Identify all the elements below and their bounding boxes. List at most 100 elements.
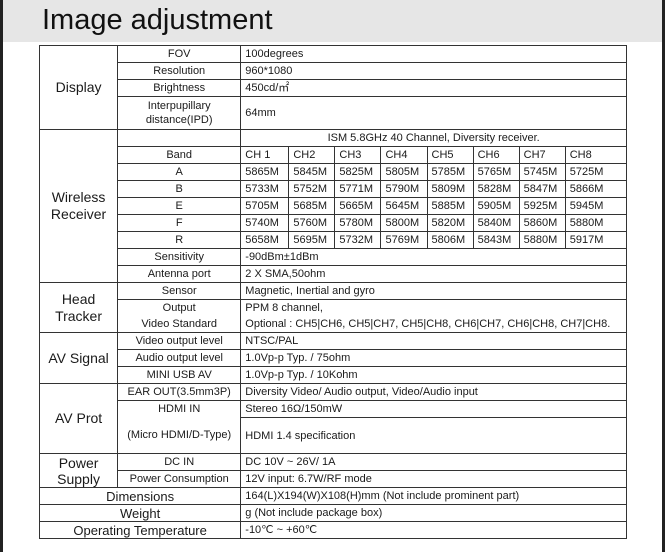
spec-label: Power Consumption [117,470,242,488]
band-name: R [117,231,242,249]
frequency-cell: 5752M [288,180,336,198]
frequency-cell: 5917M [564,231,628,249]
table-row: Weight g (Not include package box) [38,504,627,522]
frequency-cell: 5658M [240,231,290,249]
frequency-cell: 5733M [240,180,290,198]
spec-label: EAR OUT(3.5mm3P) [117,383,242,401]
spec-label: Resolution [117,62,242,80]
frequency-cell: 5685M [288,197,336,215]
table-row: B 5733M 5752M 5771M 5790M 5809M 5828M 5847M 5866… [40,180,628,198]
spec-label: Sensor [117,282,242,300]
spec-label: (Micro HDMI/D-Type) [117,417,242,454]
table-row: Output PPM 8 channel, [40,299,627,316]
frequency-cell: 5840M [472,214,520,232]
frequency-cell: 5771M [334,180,382,198]
table-row: (Micro HDMI/D-Type) HDMI 1.4 specificatio… [40,417,627,454]
output-label: Output [117,299,242,316]
spec-value: -90dBm±1dBm [240,248,627,266]
video-standard-label: Video Standard [117,316,242,333]
frequency-cell: 5885M [426,197,474,215]
optional-value: Optional : CH5|CH6, CH5|CH7, CH5|CH8, CH… [240,316,627,333]
channel-header: CH3 [334,146,382,164]
frequency-cell: 5760M [288,214,336,232]
frequency-cell: 5790M [380,180,428,198]
spec-label: MINI USB AV [117,366,242,384]
frequency-cell: 5843M [472,231,520,249]
weight-label: Weight [38,504,242,522]
operating-temperature-label: Operating Temperature [38,521,242,539]
table-row: R 5658M 5695M 5732M 5769M 5806M 5843M 5880M 5917… [40,231,628,249]
channel-header: CH2 [288,146,336,164]
section-header: Image adjustment [3,0,662,42]
spec-value: 960*1080 [240,62,627,80]
frequency-cell: 5705M [240,197,290,215]
category-av-signal: AV Signal [38,332,119,384]
table-row: Head Tracker Sensor Magnetic, Inertial and… [38,282,627,333]
frequency-cell: 5732M [334,231,382,249]
spec-value: Magnetic, Inertial and gyro [240,282,627,300]
frequency-cell: 5845M [288,163,336,181]
spec-value: 64mm [240,96,627,130]
table-row: A 5865M 5845M 5825M 5805M 5785M 5765M 5745M 5725… [40,163,628,181]
spec-label: HDMI IN [117,400,242,418]
output-value: PPM 8 channel, [240,299,627,316]
frequency-cell: 5769M [380,231,428,249]
spec-value: 2 X SMA,50ohm [240,265,627,283]
wireless-summary: ISM 5.8GHz 40 Channel, Diversity receive… [240,129,627,147]
category-av-port: AV Prot [38,383,119,454]
table-row: Band CH 1 CH2 CH3 CH4 CH5 CH6 CH7 CH8 [40,146,628,164]
frequency-cell: 5745M [518,163,566,181]
spec-value: NTSC/PAL [240,332,627,350]
frequency-cell: 5665M [334,197,382,215]
table-row: E 5705M 5685M 5665M 5645M 5885M 5905M 5925M 5945… [40,197,628,215]
spec-label: Video output level [117,332,242,350]
weight-value: g (Not include package box) [240,504,627,522]
table-row: Brightness 450cd/㎡ [40,79,627,97]
spec-label: Audio output level [117,349,242,367]
table-row: Sensitivity -90dBm±1dBm [40,248,627,266]
category-power-supply: Power Supply [38,453,119,488]
frequency-cell: 5828M [472,180,520,198]
table-row: Display FOV 100degrees [38,45,627,130]
spec-table: Display FOV 100degrees Resolution 960*1080 Br… [38,45,628,539]
frequency-cell: 5905M [472,197,520,215]
table-row: Power Consumption 12V input: 6.7W/RF mode [40,470,627,488]
spec-value: 12V input: 6.7W/RF mode [240,470,627,488]
spec-label: Interpupillary distance(IPD) [117,96,242,130]
spec-value: Diversity Video/ Audio output, Video/Aud… [240,383,627,401]
frequency-cell: 5785M [426,163,474,181]
spec-label: Antenna port [117,265,242,283]
channel-header: CH4 [380,146,428,164]
frequency-cell: 5725M [564,163,628,181]
frequency-cell: 5880M [518,231,566,249]
frequency-cell: 5865M [240,163,290,181]
table-row: Dimensions 164(L)X194(W)X108(H)mm (Not in… [38,487,627,505]
frequency-cell: 5880M [564,214,628,232]
category-display: Display [38,45,119,130]
frequency-cell: 5860M [518,214,566,232]
frequency-cell: 5805M [380,163,428,181]
band-name: E [117,197,242,215]
frequency-cell: 5866M [564,180,628,198]
band-name: F [117,214,242,232]
spec-label: Sensitivity [117,248,242,266]
band-name: B [117,180,242,198]
category-head-tracker: Head Tracker [38,282,119,333]
category-wireless: Wireless Receiver [38,129,119,283]
channel-header: CH 1 [240,146,290,164]
spec-value: 1.0Vp-p Typ. / 75ohm [240,349,627,367]
spec-label: DC IN [117,453,242,471]
spec-value: 1.0Vp-p Typ. / 10Kohm [240,366,627,384]
frame-right-border [662,0,665,552]
section-title: Image adjustment [42,4,273,36]
frequency-cell: 5809M [426,180,474,198]
channel-header: CH5 [426,146,474,164]
spec-label: Brightness [117,79,242,97]
table-row: Operating Temperature -10℃ ~ +60℃ [38,521,627,539]
table-row: AV Signal Video output level NTSC/PAL [38,332,627,384]
table-row: Wireless Receiver ISM 5.8GHz 40 Channel, … [38,129,627,283]
spec-value: 450cd/㎡ [240,79,627,97]
table-row: Power Supply DC IN DC 10V ~ 26V/ 1A [38,453,627,488]
spec-label: FOV [117,45,242,63]
spec-value: DC 10V ~ 26V/ 1A [240,453,627,471]
